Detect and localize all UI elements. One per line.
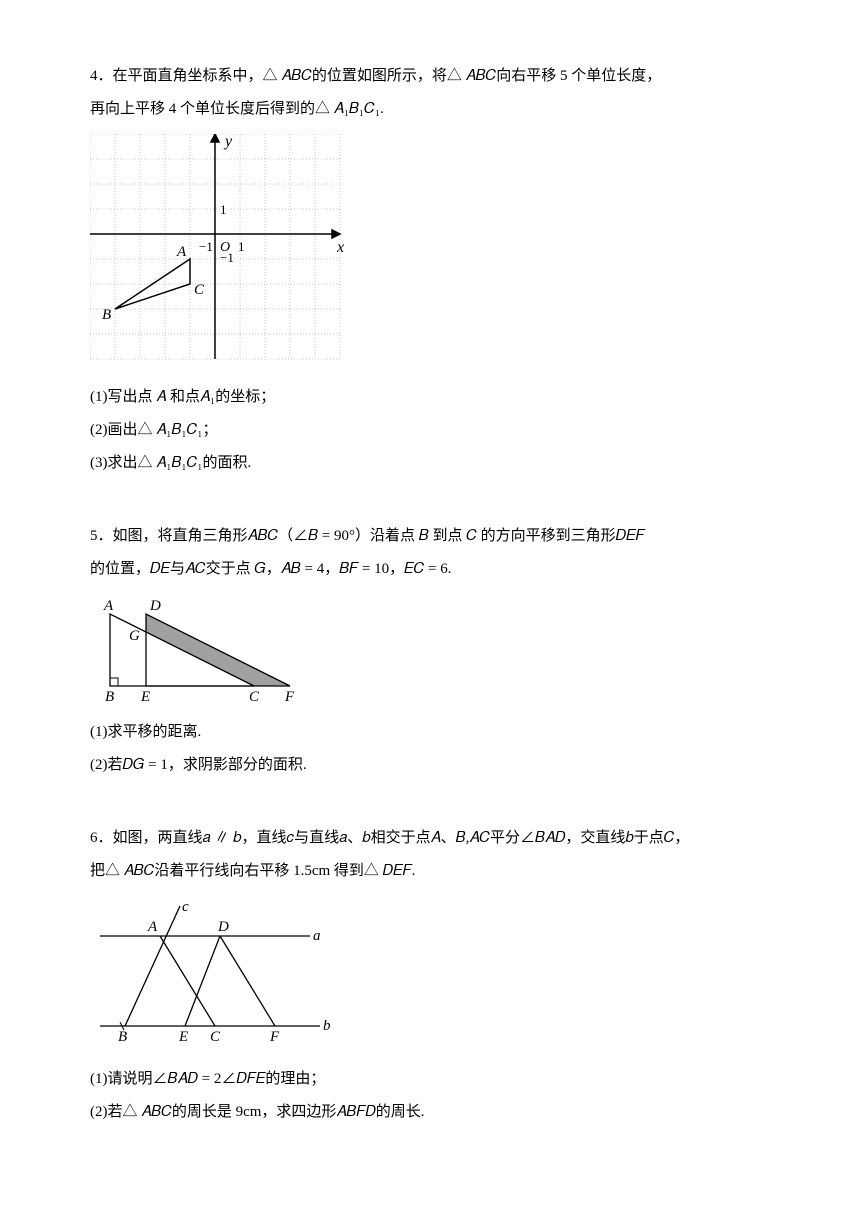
tick-1-x: 1 <box>238 239 245 254</box>
problem-6-number: 6． <box>90 830 113 846</box>
problem-6-sub2: (2)若△ 𝐴𝐵𝐶的周长是 9cm，求四边形𝐴𝐵𝐹𝐷的周长. <box>90 1096 770 1129</box>
problem-4: 4．在平面直角坐标系中，△ 𝐴𝐵𝐶的位置如图所示，将△ 𝐴𝐵𝐶向右平移 5 个单… <box>90 60 770 480</box>
problem-4-sub1: (1)写出点 𝐴 和点𝐴₁的坐标； <box>90 381 770 414</box>
problem-5-sub2: (2)若𝐷𝐺 = 1，求阴影部分的面积. <box>90 749 770 782</box>
problem-4-line2: 再向上平移 4 个单位长度后得到的△ 𝐴₁𝐵₁𝐶₁. <box>90 93 770 126</box>
problem-5-number: 5． <box>90 528 113 544</box>
label-A-6: A <box>147 919 158 935</box>
label-D-6: D <box>217 919 229 935</box>
label-G-5: G <box>129 628 140 644</box>
problem-5-line1: 5．如图，将直角三角形𝐴𝐵𝐶（∠𝐵 = 90°）沿着点 𝐵 到点 𝐶 的方向平移… <box>90 520 770 553</box>
y-arrow <box>211 134 219 142</box>
problem-4-line1: 4．在平面直角坐标系中，△ 𝐴𝐵𝐶的位置如图所示，将△ 𝐴𝐵𝐶向右平移 5 个单… <box>90 60 770 93</box>
tick-neg1-y: −1 <box>220 250 234 265</box>
problem-5-line2: 的位置，𝐷𝐸与𝐴𝐶交于点 𝐺，𝐴𝐵 = 4，𝐵𝐹 = 10，𝐸𝐶 = 6. <box>90 553 770 586</box>
problem-6: 6．如图，两直线𝑎 ∥ 𝑏，直线𝑐与直线𝑎、𝑏相交于点𝐴、𝐵,𝐴𝐶平分∠𝐵𝐴𝐷，… <box>90 822 770 1129</box>
tick-1-y: 1 <box>220 202 227 217</box>
problem-6-figure: c A D a B E C F b <box>90 896 770 1051</box>
problem-6-sub1: (1)请说明∠𝐵𝐴𝐷 = 2∠𝐷𝐹𝐸的理由； <box>90 1063 770 1096</box>
x-arrow <box>332 230 340 238</box>
label-F-5: F <box>284 689 295 704</box>
line-DE <box>185 936 220 1026</box>
tick-neg1-x: −1 <box>199 239 213 254</box>
problem-4-number: 4． <box>90 68 113 84</box>
triangle-def-5 <box>146 614 290 686</box>
label-A-5: A <box>103 598 114 614</box>
parallel-lines-svg: c A D a B E C F b <box>90 896 340 1051</box>
coordinate-grid-svg: y x O −1 −1 1 1 A B C <box>90 134 350 369</box>
right-angle-mark <box>110 678 118 686</box>
label-B: B <box>102 307 111 323</box>
label-C: C <box>194 282 205 298</box>
problem-6-line2: 把△ 𝐴𝐵𝐶沿着平行线向右平移 1.5cm 得到△ 𝐷𝐸𝐹. <box>90 855 770 888</box>
problem-6-line1: 6．如图，两直线𝑎 ∥ 𝑏，直线𝑐与直线𝑎、𝑏相交于点𝐴、𝐵,𝐴𝐶平分∠𝐵𝐴𝐷，… <box>90 822 770 855</box>
label-c-6: c <box>182 899 189 915</box>
label-B-5: B <box>105 689 114 704</box>
label-B-6: B <box>118 1029 127 1045</box>
label-C-6: C <box>210 1029 221 1045</box>
problem-4-sub3: (3)求出△ 𝐴₁𝐵₁𝐶₁的面积. <box>90 447 770 480</box>
translated-triangle-svg: A D G B E C F <box>90 594 320 704</box>
label-E-5: E <box>140 689 150 704</box>
triangle-abc-5 <box>110 614 254 686</box>
line-AC <box>160 936 215 1026</box>
line-DF <box>220 936 275 1026</box>
problem-5-figure: A D G B E C F <box>90 594 770 704</box>
y-axis-label: y <box>223 134 233 150</box>
label-b-line: b <box>323 1018 331 1034</box>
label-F-6: F <box>269 1029 280 1045</box>
problem-5-sub1: (1)求平移的距离. <box>90 716 770 749</box>
label-C-5: C <box>249 689 260 704</box>
problem-4-figure: y x O −1 −1 1 1 A B C <box>90 134 770 369</box>
problem-5: 5．如图，将直角三角形𝐴𝐵𝐶（∠𝐵 = 90°）沿着点 𝐵 到点 𝐶 的方向平移… <box>90 520 770 782</box>
label-E-6: E <box>178 1029 188 1045</box>
problem-4-sub2: (2)画出△ 𝐴₁𝐵₁𝐶₁； <box>90 414 770 447</box>
label-D-5: D <box>149 598 161 614</box>
x-axis-label: x <box>336 239 344 256</box>
label-a-line: a <box>313 928 321 944</box>
label-A: A <box>176 244 187 260</box>
